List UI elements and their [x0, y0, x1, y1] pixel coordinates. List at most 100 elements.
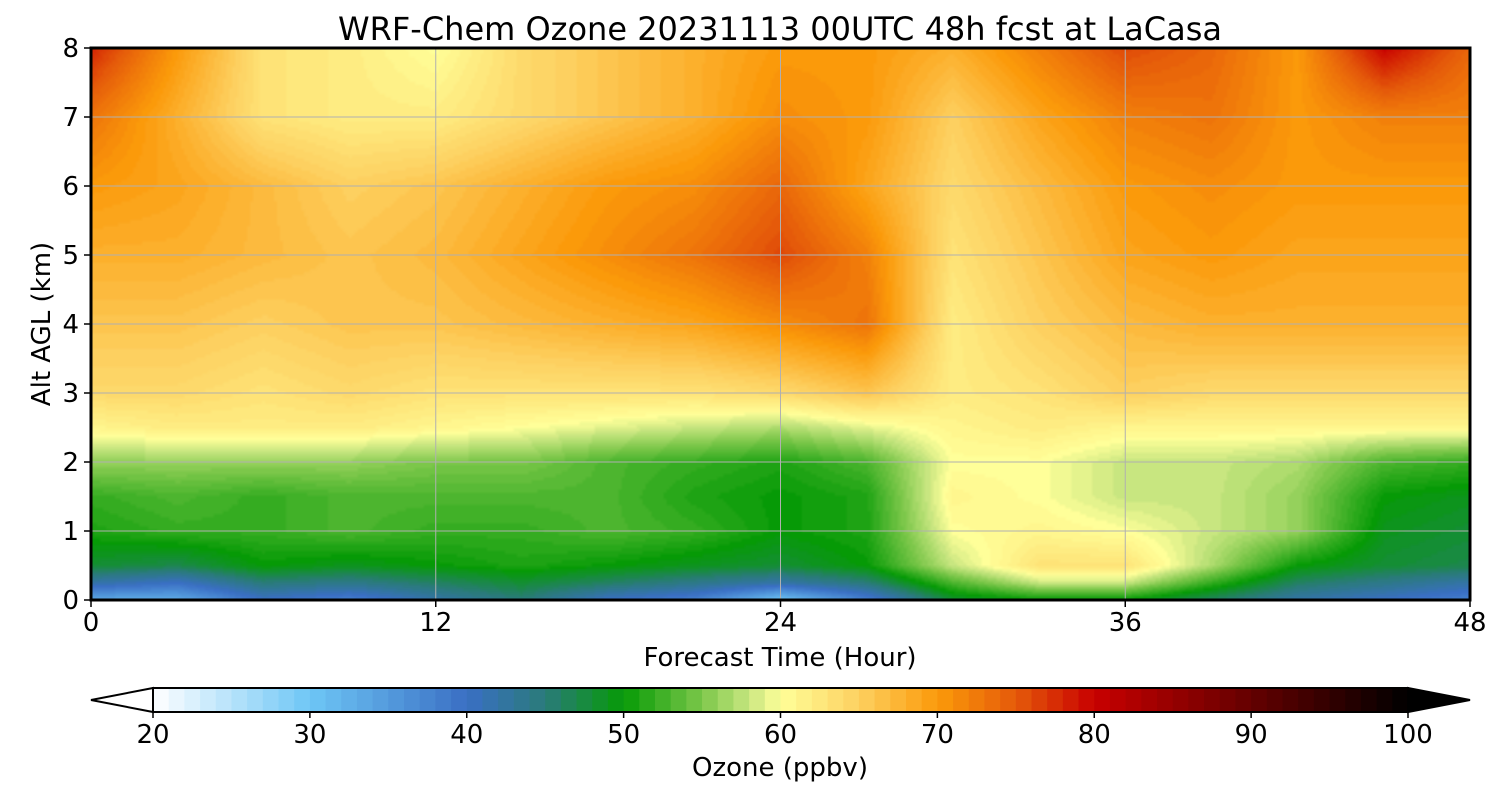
- colorbar-segment: [1392, 688, 1409, 712]
- colorbar-segment: [435, 688, 452, 712]
- y-tick-label: 0: [62, 586, 79, 616]
- colorbar-tick-label: 70: [921, 720, 954, 750]
- colorbar-segment: [513, 688, 531, 712]
- colorbar-segment: [1078, 688, 1095, 712]
- colorbar-segment: [670, 688, 687, 712]
- colorbar-segment: [607, 688, 625, 712]
- y-axis-ticks: 0 1 2 3 4 5 6 7 8: [62, 34, 91, 616]
- x-axis-label: Forecast Time (Hour): [643, 643, 916, 673]
- colorbar-segment: [1376, 688, 1393, 712]
- colorbar-segment: [1109, 688, 1127, 712]
- colorbar-ticks: 20 30 40 50 60 70 80 90 100: [136, 712, 1433, 750]
- colorbar-segment: [906, 688, 923, 712]
- y-tick-label: 7: [62, 103, 79, 133]
- colorbar-segment: [686, 688, 703, 712]
- colorbar-segment: [749, 688, 766, 712]
- colorbar-segment: [764, 688, 782, 712]
- x-tick-label: 36: [1109, 608, 1142, 638]
- colorbar-segment: [498, 688, 515, 712]
- y-tick-label: 1: [62, 517, 79, 547]
- colorbar-segment: [1298, 688, 1315, 712]
- colorbar-segment: [466, 688, 484, 712]
- x-tick-label: 12: [419, 608, 452, 638]
- colorbar-segment: [168, 688, 185, 712]
- colorbar-tick-label: 40: [450, 720, 483, 750]
- colorbar-segment: [576, 688, 593, 712]
- colorbar-segment: [1125, 688, 1142, 712]
- colorbar-segment: [451, 688, 468, 712]
- colorbar-segment: [247, 688, 264, 712]
- colorbar-segment: [1235, 688, 1252, 712]
- colorbar-segment: [545, 688, 562, 712]
- colorbar-segment: [780, 688, 797, 712]
- colorbar-segment: [953, 688, 970, 712]
- colorbar-segment: [560, 688, 578, 712]
- colorbar-segment: [200, 688, 217, 712]
- colorbar-segment: [890, 688, 907, 712]
- colorbar-segment: [1141, 688, 1158, 712]
- colorbar-segment: [968, 688, 986, 712]
- colorbar: [90, 686, 1471, 714]
- colorbar-segment: [153, 688, 170, 712]
- colorbar-segment: [1047, 688, 1064, 712]
- colorbar-segment: [231, 688, 248, 712]
- colorbar-tick-label: 60: [764, 720, 797, 750]
- y-tick-label: 5: [62, 241, 79, 271]
- x-tick-label: 24: [764, 608, 797, 638]
- colorbar-segment: [1219, 688, 1237, 712]
- y-tick-label: 2: [62, 448, 79, 478]
- colorbar-segment: [1188, 688, 1205, 712]
- colorbar-segment: [529, 688, 546, 712]
- colorbar-tick-label: 80: [1078, 720, 1111, 750]
- colorbar-segment: [419, 688, 436, 712]
- colorbar-segment: [1204, 688, 1221, 712]
- colorbar-segment: [215, 688, 233, 712]
- colorbar-segment: [262, 688, 280, 712]
- colorbar-tick-label: 20: [136, 720, 169, 750]
- colorbar-segment: [1031, 688, 1048, 712]
- chart-title: WRF-Chem Ozone 20231113 00UTC 48h fcst a…: [338, 10, 1222, 48]
- colorbar-segment: [294, 688, 311, 712]
- colorbar-segment: [1282, 688, 1299, 712]
- colorbar-tick-label: 100: [1383, 720, 1433, 750]
- colorbar-segment: [1313, 688, 1331, 712]
- colorbar-segment: [592, 688, 609, 712]
- colorbar-segment: [984, 688, 1001, 712]
- x-axis-ticks: 0 12 24 36 48: [83, 600, 1487, 638]
- colorbar-min-extend: [90, 686, 154, 714]
- y-tick-label: 4: [62, 310, 79, 340]
- colorbar-segment: [356, 688, 374, 712]
- colorbar-segment: [388, 688, 405, 712]
- colorbar-segment: [184, 688, 201, 712]
- y-tick-label: 6: [62, 172, 79, 202]
- colorbar-tick-label: 50: [607, 720, 640, 750]
- colorbar-segment: [639, 688, 656, 712]
- colorbar-segment: [404, 688, 421, 712]
- colorbar-segment: [843, 688, 860, 712]
- colorbar-segment: [1157, 688, 1174, 712]
- colorbar-segment: [874, 688, 891, 712]
- colorbar-segment: [1329, 688, 1346, 712]
- colorbar-segment: [1172, 688, 1189, 712]
- colorbar-segment: [278, 688, 295, 712]
- colorbar-segment: [1266, 688, 1284, 712]
- colorbar-segment: [341, 688, 358, 712]
- colorbar-segment: [325, 688, 342, 712]
- colorbar-segment: [1251, 688, 1268, 712]
- colorbar-tick-label: 90: [1235, 720, 1268, 750]
- colorbar-segment: [1015, 688, 1033, 712]
- colorbar-segment: [623, 688, 640, 712]
- y-tick-label: 8: [62, 34, 79, 64]
- colorbar-tick-label: 30: [293, 720, 326, 750]
- colorbar-segment: [811, 688, 829, 712]
- colorbar-segment: [937, 688, 954, 712]
- colorbar-segment: [1094, 688, 1111, 712]
- colorbar-max-extend: [1407, 686, 1471, 714]
- y-axis-label: Alt AGL (km): [27, 242, 57, 406]
- x-tick-label: 0: [83, 608, 100, 638]
- colorbar-segment: [1360, 688, 1378, 712]
- colorbar-segment: [733, 688, 750, 712]
- colorbar-segment: [309, 688, 327, 712]
- colorbar-segment: [482, 688, 499, 712]
